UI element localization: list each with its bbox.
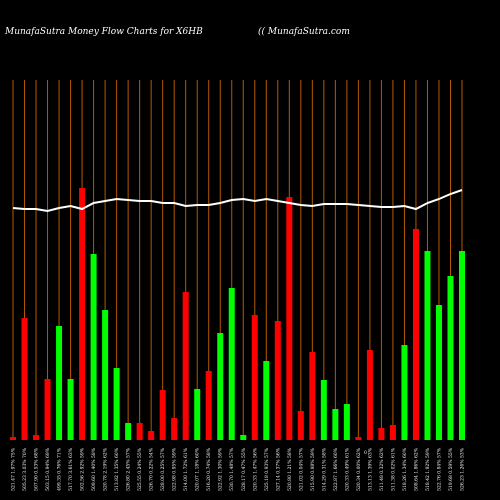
bar	[274, 321, 281, 440]
x-tick-label: 522.92 1.30% 59%	[218, 447, 224, 491]
x-tick-label: 518.26 1.34% 60%	[402, 447, 408, 491]
x-tick-label: 511.48 0.32% 62%	[379, 447, 385, 491]
bar	[332, 409, 339, 440]
x-tick-label: 502.56 2.92% 59%	[80, 447, 86, 491]
x-tick-label: 516.20 0.74% 58%	[206, 447, 212, 491]
annotation: 0	[364, 450, 367, 456]
x-tick-label: 513.82 1.35% 60%	[114, 447, 120, 491]
bar	[44, 379, 51, 440]
bar	[10, 437, 16, 440]
bar	[297, 411, 304, 440]
bar	[343, 404, 350, 440]
x-tick-label: 526.23 1.26% 53%	[460, 447, 466, 491]
x-tick-label: 522.98 0.95% 59%	[172, 447, 178, 491]
bar	[412, 229, 419, 440]
x-tick-label: 519.68 0.59% 55%	[448, 447, 454, 491]
bar	[228, 288, 235, 440]
x-tick-label: 520.34 0.00% 62%	[356, 447, 362, 491]
x-tick-label: 527.14 0.37% 56%	[275, 447, 281, 491]
bar	[90, 254, 97, 440]
bar	[320, 380, 327, 440]
x-tick-label: 514.00 1.72% 61%	[183, 447, 189, 491]
bar	[148, 431, 155, 440]
x-tick-label: 514.29 0.31% 58%	[321, 447, 327, 491]
x-tick-label: 515.90 0.98% 59%	[310, 447, 316, 491]
bar	[251, 315, 258, 440]
bar	[171, 418, 178, 440]
x-tick-label: 520.33 1.47% 56%	[252, 447, 258, 491]
x-tick-label: 518.42 1.92% 59%	[425, 447, 431, 491]
x-tick-label: 508.64 1.86% 62%	[413, 447, 419, 491]
x-tick-label: 520.07 1.18% 60%	[195, 447, 201, 491]
bar	[102, 310, 109, 440]
x-tick-label: 520.33 0.49% 61%	[344, 447, 350, 491]
x-tick-label: 517.70 3.61% 63%	[68, 447, 74, 491]
bar	[309, 352, 316, 440]
bar	[424, 251, 431, 440]
x-tick-label: 505.23 3.03% 70%	[22, 447, 28, 491]
x-tick-label: 528.17 0.47% 55%	[241, 447, 247, 491]
bar	[378, 428, 385, 440]
bar	[56, 326, 63, 440]
bar	[435, 305, 442, 440]
bar	[240, 435, 247, 440]
bar	[136, 423, 143, 440]
bar	[286, 197, 293, 440]
x-tick-label: 499.35 0.76% 71%	[57, 447, 63, 491]
bar	[79, 188, 86, 440]
bar	[182, 292, 189, 440]
bar	[366, 350, 373, 440]
x-tick-label: 509.60 1.40% 58%	[91, 447, 97, 491]
bar	[447, 276, 454, 440]
x-tick-label: 507.90 0.53% 68%	[34, 447, 40, 491]
x-tick-label: 511.38 0.02% 61%	[390, 447, 396, 491]
money-flow-line	[12, 189, 463, 213]
x-tick-label: 530.70 1.48% 57%	[229, 447, 235, 491]
bar	[401, 345, 408, 440]
bar	[459, 251, 465, 440]
x-tick-label: 522.76 0.84% 57%	[436, 447, 442, 491]
x-tick-label: 520.80 1.21% 58%	[287, 447, 293, 491]
x-tick-label: 513.13 1.39% 63%	[367, 447, 373, 491]
bar	[21, 318, 28, 440]
x-tick-label: 522.87 1.66% 60%	[333, 447, 339, 491]
x-tick-label: 520.78 2.19% 62%	[103, 447, 109, 491]
x-tick-label: 526.70 0.22% 54%	[149, 447, 155, 491]
chart-subtitle: (( MunafaSutra.com	[258, 26, 350, 37]
bar	[263, 361, 270, 440]
x-tick-label: 521.47 1.97% 75%	[11, 447, 17, 491]
bar	[194, 389, 201, 440]
bar	[205, 371, 212, 440]
bar	[113, 368, 120, 440]
bar	[67, 379, 74, 440]
x-tick-label: 521.02 0.04% 57%	[298, 447, 304, 491]
bar	[125, 423, 132, 440]
x-tick-label: 526.80 2.45% 57%	[126, 447, 132, 491]
x-tick-label: 503.15 0.94% 69%	[45, 447, 51, 491]
chart-title: MunafaSutra Money Flow Charts for X6HB	[4, 27, 203, 37]
bar	[355, 437, 362, 440]
x-tick-label: 528.00 0.25% 57%	[160, 447, 166, 491]
x-tick-label: 525.18 0.93% 57%	[264, 447, 270, 491]
bar	[33, 435, 40, 440]
x-tick-label: 525.55 0.24% 55%	[137, 447, 143, 491]
bar	[389, 425, 396, 440]
bar	[159, 390, 166, 440]
bar	[217, 333, 224, 440]
